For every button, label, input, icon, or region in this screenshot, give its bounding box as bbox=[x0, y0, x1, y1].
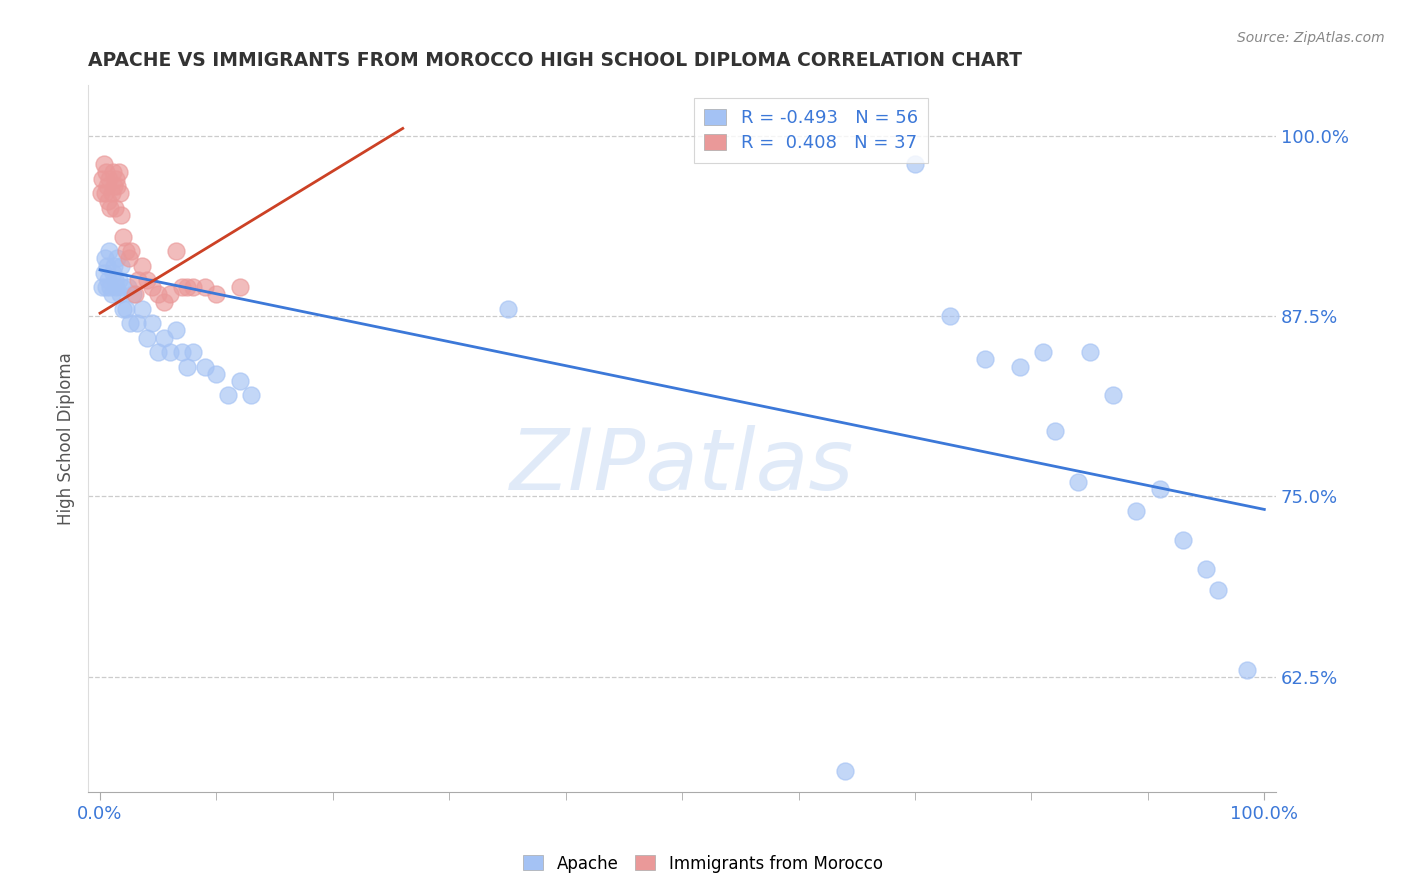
Point bbox=[104, 201, 127, 215]
Point bbox=[105, 280, 128, 294]
Text: Source: ZipAtlas.com: Source: ZipAtlas.com bbox=[1237, 31, 1385, 45]
Point bbox=[98, 244, 121, 258]
Point bbox=[98, 172, 121, 186]
Point bbox=[118, 252, 141, 266]
Point bbox=[112, 301, 135, 316]
Point bbox=[114, 301, 136, 316]
Point bbox=[159, 287, 181, 301]
Point bbox=[205, 367, 228, 381]
Point bbox=[97, 194, 120, 208]
Point bbox=[135, 273, 157, 287]
Point bbox=[834, 764, 856, 778]
Point bbox=[101, 165, 124, 179]
Y-axis label: High School Diploma: High School Diploma bbox=[58, 352, 75, 525]
Point bbox=[108, 186, 131, 201]
Text: ZIPatlas: ZIPatlas bbox=[510, 425, 855, 508]
Point bbox=[148, 345, 170, 359]
Point bbox=[90, 186, 112, 201]
Point bbox=[112, 229, 135, 244]
Point bbox=[181, 345, 204, 359]
Point bbox=[94, 165, 117, 179]
Point bbox=[107, 273, 129, 287]
Point bbox=[194, 280, 217, 294]
Point bbox=[165, 244, 187, 258]
Point bbox=[1206, 583, 1229, 598]
Point bbox=[100, 186, 122, 201]
Point bbox=[107, 165, 129, 179]
Point bbox=[127, 273, 149, 287]
Point bbox=[103, 179, 125, 194]
Point bbox=[100, 201, 122, 215]
Point bbox=[1032, 345, 1054, 359]
Point bbox=[101, 266, 124, 280]
Point bbox=[110, 208, 132, 222]
Point bbox=[1067, 475, 1090, 489]
Point bbox=[1125, 504, 1147, 518]
Point bbox=[96, 259, 118, 273]
Point bbox=[93, 252, 115, 266]
Point bbox=[1149, 482, 1171, 496]
Point bbox=[94, 280, 117, 294]
Point bbox=[141, 316, 163, 330]
Point bbox=[93, 157, 115, 171]
Point bbox=[108, 287, 131, 301]
Point bbox=[153, 331, 176, 345]
Point bbox=[141, 280, 163, 294]
Point bbox=[176, 280, 198, 294]
Point bbox=[135, 331, 157, 345]
Point bbox=[120, 244, 142, 258]
Point bbox=[176, 359, 198, 374]
Point bbox=[131, 301, 153, 316]
Point bbox=[1102, 388, 1125, 402]
Point bbox=[973, 352, 995, 367]
Point bbox=[117, 280, 139, 294]
Point bbox=[107, 252, 129, 266]
Point bbox=[105, 172, 128, 186]
Point bbox=[1078, 345, 1101, 359]
Legend: Apache, Immigrants from Morocco: Apache, Immigrants from Morocco bbox=[517, 848, 889, 880]
Point bbox=[1236, 663, 1258, 677]
Point bbox=[170, 280, 193, 294]
Point bbox=[1195, 561, 1218, 575]
Point bbox=[939, 309, 962, 323]
Point bbox=[104, 273, 127, 287]
Point bbox=[100, 287, 122, 301]
Point bbox=[1171, 533, 1194, 547]
Point bbox=[153, 294, 176, 309]
Point bbox=[217, 388, 239, 402]
Point bbox=[205, 287, 228, 301]
Point bbox=[1008, 359, 1031, 374]
Legend: R = -0.493   N = 56, R =  0.408   N = 37: R = -0.493 N = 56, R = 0.408 N = 37 bbox=[693, 98, 928, 163]
Point bbox=[103, 259, 125, 273]
Point bbox=[240, 388, 263, 402]
Text: APACHE VS IMMIGRANTS FROM MOROCCO HIGH SCHOOL DIPLOMA CORRELATION CHART: APACHE VS IMMIGRANTS FROM MOROCCO HIGH S… bbox=[89, 51, 1022, 70]
Point bbox=[114, 244, 136, 258]
Point bbox=[93, 186, 115, 201]
Point bbox=[159, 345, 181, 359]
Point bbox=[131, 259, 153, 273]
Point bbox=[181, 280, 204, 294]
Point bbox=[229, 374, 252, 388]
Point bbox=[496, 301, 519, 316]
Point bbox=[107, 179, 129, 194]
Point bbox=[194, 359, 217, 374]
Point bbox=[1043, 425, 1066, 439]
Point bbox=[111, 280, 134, 294]
Point bbox=[170, 345, 193, 359]
Point bbox=[91, 280, 114, 294]
Point bbox=[120, 316, 142, 330]
Point bbox=[93, 266, 115, 280]
Point bbox=[91, 172, 114, 186]
Point bbox=[96, 179, 118, 194]
Point bbox=[110, 259, 132, 273]
Point bbox=[229, 280, 252, 294]
Point bbox=[100, 280, 122, 294]
Point bbox=[904, 157, 927, 171]
Point bbox=[127, 316, 149, 330]
Point bbox=[148, 287, 170, 301]
Point bbox=[165, 323, 187, 337]
Point bbox=[97, 273, 120, 287]
Point bbox=[121, 287, 143, 301]
Point bbox=[124, 287, 146, 301]
